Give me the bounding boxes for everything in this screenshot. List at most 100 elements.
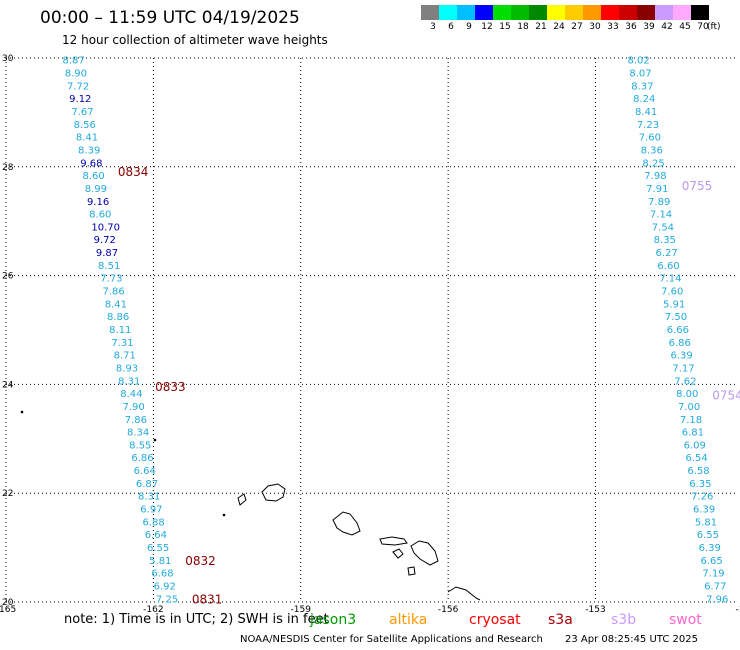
wave-height-value: 6.60 <box>657 261 679 272</box>
wave-height-value: 7.17 <box>672 363 694 374</box>
scale-swatch <box>439 5 457 20</box>
wave-height-value: 6.87 <box>136 479 158 490</box>
scale-label: 30 <box>589 22 601 32</box>
scale-swatch <box>547 5 565 20</box>
wave-height-value: 8.37 <box>631 81 653 92</box>
wave-height-value: 6.65 <box>700 556 722 567</box>
x-tick-label: -165 <box>0 605 16 615</box>
wave-height-value: 8.55 <box>129 440 151 451</box>
wave-height-value: 8.31 <box>118 376 140 387</box>
wave-height-value: 8.86 <box>107 312 129 323</box>
wave-height-value: 7.67 <box>71 107 93 118</box>
wave-height-value: 6.77 <box>704 581 726 592</box>
legend-item-cryosat: cryosat <box>469 612 521 628</box>
hawaiian-islands <box>20 410 481 601</box>
wave-height-value: 7.31 <box>111 338 133 349</box>
scale-label: 6 <box>448 22 454 32</box>
pass-time-label: 0754 <box>712 388 740 402</box>
wave-height-value: 8.41 <box>635 107 657 118</box>
wave-height-value: 6.39 <box>671 351 693 362</box>
wave-height-value: 9.87 <box>96 248 118 259</box>
x-tick-label: -153 <box>585 605 605 615</box>
wave-height-value: 7.23 <box>637 120 659 131</box>
pass-time-label: 0833 <box>155 380 186 394</box>
wave-height-value: 6.54 <box>685 453 707 464</box>
island-maui-outline <box>410 540 439 566</box>
wave-height-value: 9.68 <box>80 158 102 169</box>
wave-height-value: 7.90 <box>123 402 145 413</box>
wave-height-value: 6.55 <box>147 543 169 554</box>
wave-height-value: 8.60 <box>89 210 111 221</box>
scale-label: 36 <box>625 22 637 32</box>
wave-height-value: 6.86 <box>669 338 691 349</box>
wave-height-value: 8.11 <box>109 325 131 336</box>
wave-height-value: 8.02 <box>627 56 649 67</box>
wave-height-value: 7.54 <box>652 222 674 233</box>
wave-height-value: 7.73 <box>100 274 122 285</box>
wave-height-value: 6.97 <box>140 505 162 516</box>
pass-time-label: 0832 <box>185 554 216 568</box>
wave-height-value: 7.25 <box>156 594 178 605</box>
island-lehua-dot <box>222 513 226 517</box>
wave-height-value: 8.41 <box>76 133 98 144</box>
wave-height-value: 6.92 <box>154 581 176 592</box>
pass-time-label: 0831 <box>192 592 223 606</box>
wave-height-value: 6.35 <box>689 479 711 490</box>
wave-height-value: 8.71 <box>114 351 136 362</box>
wave-height-value: 8.41 <box>105 299 127 310</box>
wave-height-value: 8.51 <box>98 261 120 272</box>
scale-unit: (ft) <box>707 22 721 32</box>
scale-swatch <box>511 5 529 20</box>
wave-height-value: 8.24 <box>633 94 655 105</box>
scale-swatch <box>601 5 619 20</box>
page-title: 00:00 – 11:59 UTC 04/19/2025 <box>40 8 300 28</box>
island-lanai-outline <box>392 548 404 559</box>
wave-height-value: 7.50 <box>665 312 687 323</box>
scale-label: 3 <box>430 22 436 32</box>
wave-height-value: 8.39 <box>78 145 100 156</box>
wave-height-value: 10.70 <box>91 222 120 233</box>
scale-label: 18 <box>517 22 529 32</box>
wave-height-value: 9.12 <box>69 94 91 105</box>
y-tick-label: 26 <box>2 272 14 282</box>
wave-height-value: 8.34 <box>127 428 149 439</box>
credit-line: NOAA/NESDIS Center for Satellite Applica… <box>240 634 543 645</box>
scale-swatch <box>619 5 637 20</box>
wave-height-value: 6.39 <box>693 505 715 516</box>
pass-time-label: 0834 <box>118 165 149 179</box>
island-kahoolawe-outline <box>407 566 416 576</box>
wave-height-value: 8.36 <box>641 145 663 156</box>
wave-height-value: 8.31 <box>138 492 160 503</box>
legend-item-jason3: jason3 <box>310 612 357 628</box>
wave-height-value: 6.88 <box>143 517 165 528</box>
y-tick-label: 28 <box>2 163 14 173</box>
scale-swatch <box>673 5 691 20</box>
wave-height-value: 7.14 <box>659 274 681 285</box>
wave-height-value: 7.89 <box>648 197 670 208</box>
y-tick-label: 30 <box>2 54 14 64</box>
x-tick-label: -159 <box>291 605 312 615</box>
pass-time-label: 0755 <box>682 179 713 193</box>
wave-height-value: 7.14 <box>650 210 672 221</box>
wave-height-value: 6.68 <box>151 569 173 580</box>
scale-label: 27 <box>571 22 583 32</box>
scale-label: 15 <box>499 22 511 32</box>
wave-height-value: 8.35 <box>654 235 676 246</box>
scale-label: 42 <box>661 22 673 32</box>
wave-height-value: 8.07 <box>629 69 651 80</box>
wave-height-value: 7.60 <box>639 133 661 144</box>
scale-label: 9 <box>466 22 472 32</box>
scale-swatch <box>691 5 709 20</box>
scale-label: 45 <box>679 22 691 32</box>
wave-height-value: 7.91 <box>646 184 668 195</box>
wave-height-value: 7.96 <box>706 594 728 605</box>
wave-height-value: 6.58 <box>687 466 709 477</box>
wave-height-value: 8.60 <box>82 171 104 182</box>
legend-item-altika: altika <box>389 612 428 628</box>
scale-label: 70 <box>697 22 709 32</box>
page-subtitle: 12 hour collection of altimeter wave hei… <box>62 33 328 47</box>
island-niihau-outline <box>237 493 247 506</box>
island-oahu-outline <box>332 511 361 536</box>
island-hawaii-outline <box>447 586 481 601</box>
